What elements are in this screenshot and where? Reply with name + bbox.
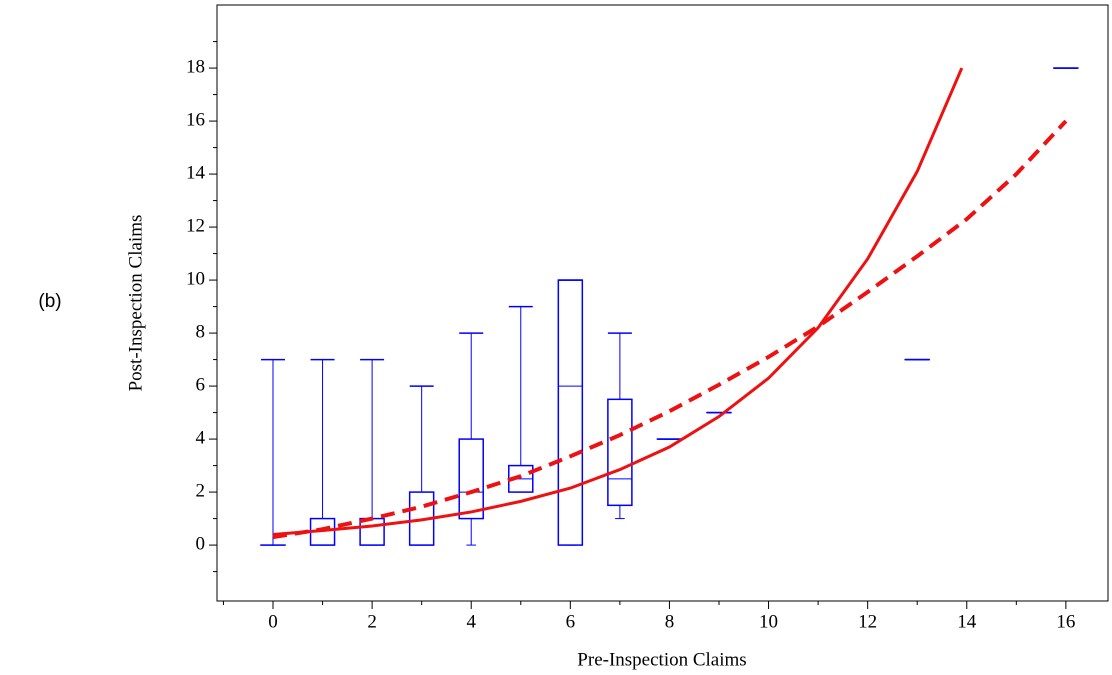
y-axis-label: Post-Inspection Claims xyxy=(125,215,146,392)
x-tick-label: 10 xyxy=(759,611,778,632)
x-axis-label: Pre-Inspection Claims xyxy=(577,649,746,670)
y-tick-label: 18 xyxy=(186,56,205,77)
box xyxy=(607,398,633,507)
x-tick-label: 2 xyxy=(367,611,377,632)
x-tick-label: 16 xyxy=(1056,611,1075,632)
y-tick-label: 0 xyxy=(196,533,206,554)
x-tick-label: 8 xyxy=(665,611,675,632)
y-tick-label: 10 xyxy=(186,268,205,289)
x-tick-label: 4 xyxy=(466,611,476,632)
y-tick-label: 4 xyxy=(196,427,206,448)
y-tick-label: 6 xyxy=(196,374,206,395)
y-tick-label: 8 xyxy=(196,321,206,342)
y-tick-label: 14 xyxy=(186,162,206,183)
panel-label: (b) xyxy=(38,291,61,312)
x-tick-label: 14 xyxy=(957,611,977,632)
x-tick-label: 12 xyxy=(858,611,877,632)
solid-line xyxy=(272,67,964,536)
box xyxy=(458,438,484,520)
dashed-line xyxy=(272,119,1068,540)
x-tick-label: 6 xyxy=(566,611,576,632)
y-tick-label: 16 xyxy=(186,109,205,130)
y-tick-label: 2 xyxy=(196,480,206,501)
x-tick-label: 0 xyxy=(268,611,278,632)
plot-frame xyxy=(216,4,1109,602)
y-tick-label: 12 xyxy=(186,215,205,236)
box xyxy=(359,517,385,546)
box xyxy=(557,279,584,546)
